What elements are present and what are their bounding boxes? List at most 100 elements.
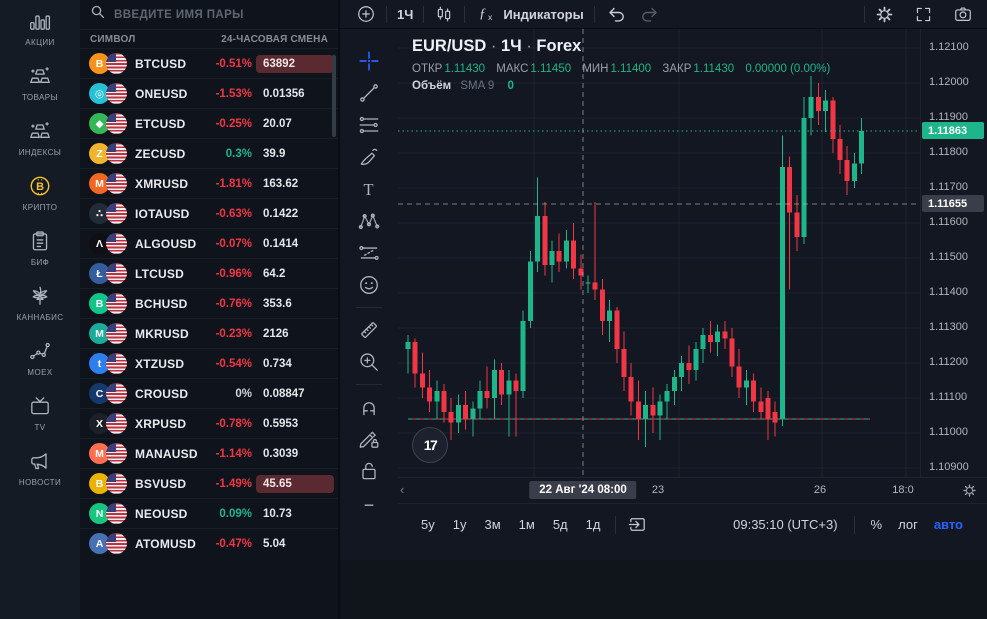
redo-button[interactable]: [637, 0, 671, 28]
sidebar-item-новости[interactable]: НОВОСТИ: [0, 448, 80, 487]
watchlist-row-oneusd[interactable]: ◎ ONEUSD -1.53% 0.01356: [80, 78, 338, 108]
sidebar-item-товары[interactable]: ТОВАРЫ: [0, 63, 80, 102]
sidebar-item-индексы[interactable]: ИНДЕКСЫ: [0, 118, 80, 157]
column-change[interactable]: 24-ЧАСОВАЯ СМЕНА: [221, 33, 328, 45]
row-change: -1.14%: [215, 447, 252, 460]
row-change: -0.63%: [215, 207, 252, 220]
zecusd-coin-icon: Z: [89, 143, 110, 164]
go-to-date-button[interactable]: [624, 514, 650, 536]
usd-flag-icon: [106, 233, 127, 254]
undo-button[interactable]: [595, 0, 637, 28]
sidebar-item-moex[interactable]: MOEX: [0, 338, 80, 377]
row-change: -0.78%: [215, 417, 252, 430]
watchlist-scrollbar[interactable]: [332, 55, 336, 137]
usd-flag-icon: [106, 383, 127, 404]
range-button-1у[interactable]: 1у: [452, 517, 467, 532]
log-scale-button[interactable]: лог: [898, 517, 918, 532]
fullscreen-button[interactable]: [904, 0, 943, 28]
sidebar-item-tv[interactable]: TV: [0, 393, 80, 432]
row-symbol: IOTAUSD: [135, 206, 190, 221]
crosshair-tool-icon[interactable]: [356, 50, 382, 72]
crousd-coin-icon: C: [89, 383, 110, 404]
tradingview-logo[interactable]: 17: [412, 427, 448, 463]
row-price: 0.1414: [263, 237, 299, 250]
auto-scale-button[interactable]: авто: [933, 517, 963, 532]
symbol-search-button[interactable]: [340, 0, 386, 28]
sidebar-item-акции[interactable]: АКЦИИ: [0, 8, 80, 47]
usd-flag-icon: [106, 53, 127, 74]
range-buttons: 5у 1у 3м 1м 5д 1д: [414, 514, 607, 535]
watchlist-row-crousd[interactable]: C CROUSD 0% 0.08847: [80, 378, 338, 408]
watchlist-row-bchusd[interactable]: B BCHUSD -0.76% 353.6: [80, 288, 338, 318]
drawing-lock-icon[interactable]: [356, 428, 382, 450]
price-axis[interactable]: 1.12100 1.12000 1.11900 1.11800 1.11700 1.116…: [920, 29, 987, 477]
timeframe-button[interactable]: 1Ч: [397, 6, 414, 22]
range-button-1д[interactable]: 1д: [585, 517, 601, 532]
sidebar-item-крипто[interactable]: B КРИПТО: [0, 173, 80, 212]
emoji-tool-icon[interactable]: [356, 274, 382, 296]
toolbar-right-group: [864, 0, 987, 28]
sidebar-item-label: TV: [34, 423, 46, 432]
percent-scale-button[interactable]: %: [870, 517, 883, 532]
watchlist-row-xmrusd[interactable]: M XMRUSD -1.81% 163.62: [80, 168, 338, 198]
ohlc-row: ОТКР 1.11430 МАКС 1.11450 МИН 1.11400 ЗАКР 1…: [412, 63, 831, 75]
range-button-5у[interactable]: 5у: [421, 517, 435, 532]
sidebar-item-label: MOEX: [27, 368, 53, 377]
row-symbol: MANAUSD: [135, 446, 198, 461]
snapshot-camera-button[interactable]: [943, 0, 987, 28]
watchlist-row-iotausd[interactable]: ∴ IOTAUSD -0.63% 0.1422: [80, 198, 338, 228]
row-symbol: ONEUSD: [135, 86, 188, 101]
watchlist-row-zecusd[interactable]: Z ZECUSD 0.3% 39.9: [80, 138, 338, 168]
bottom-right-group: 09:35:10 (UTC+3) % лог авто: [733, 515, 963, 534]
symbol-search[interactable]: ВВЕДИТЕ ИМЯ ПАРЫ: [80, 0, 338, 30]
watchlist-row-xtzusd[interactable]: t XTZUSD -0.54% 0.734: [80, 348, 338, 378]
watchlist-row-manausd[interactable]: M MANAUSD -1.14% 0.3039: [80, 438, 338, 468]
watchlist-row-btcusd[interactable]: B BTCUSD -0.51% 63892: [80, 48, 338, 78]
xabcd-tool-icon[interactable]: [356, 210, 382, 232]
time-tick: 26: [813, 484, 827, 496]
cannabis-icon: [27, 283, 53, 309]
collapse-left-icon[interactable]: ‹: [400, 482, 405, 497]
watchlist-row-algousd[interactable]: Λ ALGOUSD -0.07% 0.1414: [80, 228, 338, 258]
sidebar-item-каннабис[interactable]: КАННАБИС: [0, 283, 80, 322]
forecast-tool-icon[interactable]: [356, 242, 382, 264]
text-tool-icon[interactable]: T: [356, 178, 382, 200]
news-icon: [27, 448, 53, 474]
zoom-in-tool-icon[interactable]: [356, 351, 382, 373]
svg-text:T: T: [364, 180, 374, 199]
watchlist-row-bsvusd[interactable]: B BSVUSD -1.49% 45.65: [80, 468, 338, 498]
hide-toolbar-icon[interactable]: [356, 492, 382, 514]
row-symbol: ZECUSD: [135, 146, 186, 161]
settings-button[interactable]: [865, 0, 904, 28]
watchlist-row-mkrusd[interactable]: M MKRUSD -0.23% 2126: [80, 318, 338, 348]
watchlist-row-atomusd[interactable]: A ATOMUSD -0.47% 5.04: [80, 528, 338, 558]
trendline-tool-icon[interactable]: [356, 82, 382, 104]
chart-plot[interactable]: EUR/USD · 1Ч · Forex ОТКР 1.11430 МАКС 1.1…: [398, 29, 920, 477]
range-button-3м[interactable]: 3м: [484, 517, 501, 532]
brush-tool-icon[interactable]: [356, 146, 382, 168]
magnet-tool-icon[interactable]: [356, 396, 382, 418]
range-button-5д[interactable]: 5д: [552, 517, 568, 532]
fib-tool-icon[interactable]: [356, 114, 382, 136]
chart-title[interactable]: EUR/USD · 1Ч · Forex: [412, 37, 582, 55]
watchlist-row-xrpusd[interactable]: X XRPUSD -0.78% 0.5953: [80, 408, 338, 438]
chart-style-button[interactable]: [424, 0, 464, 28]
lock-all-icon[interactable]: [356, 460, 382, 482]
moex-icon: [27, 338, 53, 364]
range-button-1м[interactable]: 1м: [518, 517, 535, 532]
row-price: 0.734: [263, 357, 292, 370]
sidebar-item-биф[interactable]: БИФ: [0, 228, 80, 267]
row-symbol: CROUSD: [135, 386, 189, 401]
chart-canvas[interactable]: [398, 29, 920, 477]
time-axis[interactable]: ‹ 23 26 18:0 22 Авг '24 08:00: [398, 477, 987, 503]
clock[interactable]: 09:35:10 (UTC+3): [733, 517, 838, 532]
column-symbol[interactable]: СИМВОЛ: [90, 33, 136, 45]
watchlist-row-etcusd[interactable]: ◆ ETCUSD -0.25% 20.07: [80, 108, 338, 138]
axis-settings-gear-icon[interactable]: [962, 483, 977, 503]
watchlist-row-neousd[interactable]: N NEOUSD 0.09% 10.73: [80, 498, 338, 528]
watchlist-row-ltcusd[interactable]: Ł LTCUSD -0.96% 64.2: [80, 258, 338, 288]
ruler-tool-icon[interactable]: [356, 319, 382, 341]
svg-text:x: x: [488, 12, 493, 22]
xtzusd-coin-icon: t: [89, 353, 110, 374]
